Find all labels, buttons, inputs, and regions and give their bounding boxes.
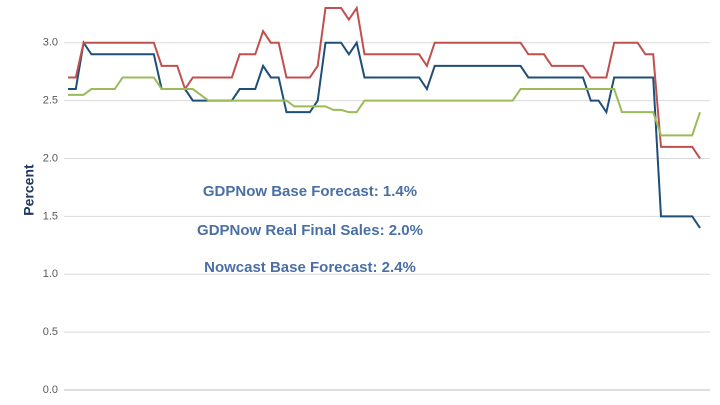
y-tick-label: 0.5 bbox=[43, 326, 58, 338]
y-axis-label: Percent bbox=[21, 164, 37, 216]
annotation: GDPNow Base Forecast: 1.4% bbox=[203, 183, 417, 200]
series-line bbox=[68, 40, 701, 229]
annotation: Nowcast Base Forecast: 2.4% bbox=[204, 259, 416, 276]
y-tick-label: 2.0 bbox=[43, 152, 58, 164]
y-tick-label: 1.0 bbox=[43, 268, 58, 280]
series-line bbox=[68, 5, 701, 160]
series-line bbox=[68, 76, 701, 137]
y-tick-label: 3.0 bbox=[43, 37, 58, 49]
y-tick-label: 1.5 bbox=[43, 210, 58, 222]
y-tick-label: 2.5 bbox=[43, 95, 58, 107]
annotation: GDPNow Real Final Sales: 2.0% bbox=[197, 222, 423, 239]
y-tick-label: 0.0 bbox=[43, 384, 58, 396]
